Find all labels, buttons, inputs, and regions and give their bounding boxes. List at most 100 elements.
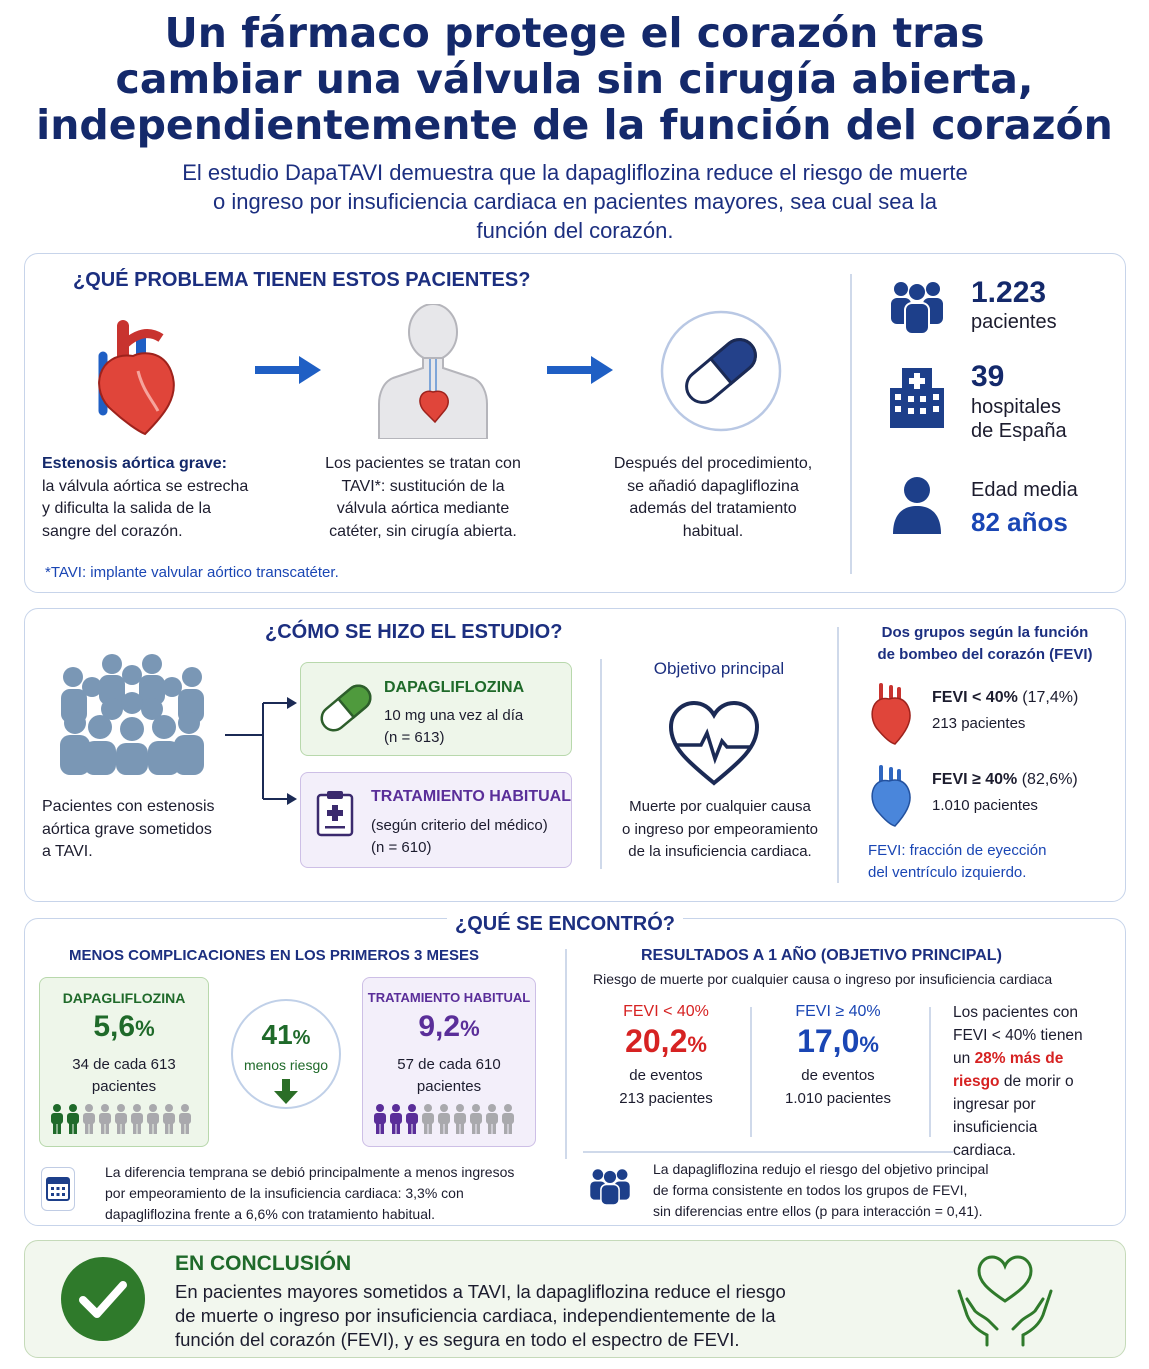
person-icon [438, 1104, 450, 1134]
year-high-col: FEVI ≥ 40% 17,0% de eventos 1.010 pacien… [755, 1003, 921, 1110]
person-icon [115, 1104, 127, 1134]
arrow-right-icon [255, 356, 321, 384]
person-highlighted-icon [51, 1104, 63, 1134]
objective-line: Muerte por cualquier causa [629, 798, 811, 815]
arm1-name: DAPAGLIFLOZINA [384, 679, 525, 696]
group2-label: FEVI ≥ 40% [932, 771, 1018, 788]
conclusion-line: función del corazón (FEVI), y es segura … [175, 1329, 740, 1350]
arm2-details: (según criterio del médico) (n = 610) [371, 815, 548, 859]
person-highlighted-icon [406, 1104, 418, 1134]
arrow-right-icon [547, 356, 613, 384]
consistency-note: La dapagliflozina redujo el riesgo del o… [653, 1159, 1093, 1222]
divider [565, 949, 567, 1159]
group2-label-row: FEVI ≥ 40% (82,6%) [932, 771, 1078, 789]
early-usual-value-row: 9,2% [363, 1010, 535, 1044]
conclusion-line: En pacientes mayores sometidos a TAVI, l… [175, 1281, 786, 1302]
page-title: Un fármaco protege el corazón tras cambi… [0, 10, 1149, 148]
usual-care-arm-box: TRATAMIENTO HABITUAL (según criterio del… [300, 772, 572, 868]
clipboard-icon [316, 791, 354, 837]
consistency-line: de forma consistente en todos los grupos… [653, 1182, 968, 1198]
arm2-n: (n = 610) [371, 839, 432, 856]
objective-text: Muerte por cualquier causa o ingreso por… [605, 796, 835, 864]
group1-label-row: FEVI < 40% (17,4%) [932, 689, 1078, 707]
reduction-value: 41 [261, 1019, 293, 1050]
blue-heart-icon [871, 765, 911, 827]
problem-step2-text: Los pacientes se tratan con TAVI*: susti… [295, 453, 551, 543]
early-dapa-value: 5,6 [93, 1010, 136, 1043]
conclusion-title: EN CONCLUSIÓN [175, 1252, 352, 1275]
step3-line: además del tratamiento [629, 500, 797, 517]
early-title: MENOS COMPLICACIONES EN LOS PRIMEROS 3 M… [69, 947, 480, 964]
early-dapa-unit: % [135, 1016, 155, 1041]
objective-line: de la insuficiencia cardiaca. [628, 843, 812, 860]
fevi-note: FEVI: fracción de eyección del ventrícul… [868, 840, 1046, 884]
person-icon [131, 1104, 143, 1134]
year-high-patients: 1.010 pacientes [785, 1090, 891, 1107]
study-title: ¿CÓMO SE HIZO EL ESTUDIO? [265, 621, 563, 643]
group2-patients: 1.010 pacientes [932, 797, 1038, 814]
side-note-line: cardiaca. [953, 1142, 1016, 1159]
arm2-name: TRATAMIENTO HABITUAL [371, 788, 571, 805]
year-high-label: FEVI ≥ 40% [795, 1003, 881, 1020]
people-group-icon [590, 1169, 630, 1205]
early-usual-name: TRATAMIENTO HABITUAL [367, 990, 531, 1005]
step2-line: catéter, sin cirugía abierta. [329, 522, 517, 540]
red-heart-icon [871, 683, 911, 745]
early-usual-box: TRATAMIENTO HABITUAL 9,2% 57 de cada 610… [362, 977, 536, 1147]
divider [600, 659, 602, 869]
side-note-line: riesgo de morir o [953, 1070, 1123, 1093]
early-dapa-count: 34 de cada 613 [72, 1056, 176, 1073]
fevi-note-line: FEVI: fracción de eyección [868, 842, 1047, 859]
groups-title-line: de bombeo del corazón (FEVI) [877, 646, 1093, 663]
year-title: RESULTADOS A 1 AÑO (OBJETIVO PRINCIPAL) [641, 947, 1002, 964]
year-low-unit: % [687, 1032, 707, 1057]
patient-body-icon [378, 304, 488, 439]
results-panel: ¿QUÉ SE ENCONTRÓ? MENOS COMPLICACIONES E… [24, 913, 1126, 1226]
group1-label: FEVI < 40% [932, 689, 1018, 706]
year-low-patients: 213 pacientes [619, 1090, 713, 1107]
title-line-2: cambiar una válvula sin cirugía abierta, [115, 55, 1034, 103]
person-icon [147, 1104, 159, 1134]
divider [750, 1007, 752, 1137]
early-dapa-box: DAPAGLIFLOZINA 5,6% 34 de cada 613 pacie… [39, 977, 209, 1147]
person-icon [502, 1104, 514, 1134]
calendar-icon-box [41, 1167, 75, 1211]
year-high-value: 17,0 [797, 1023, 860, 1059]
check-circle-icon [61, 1257, 145, 1341]
divider [850, 274, 852, 574]
population-text: Pacientes con estenosis aórtica grave so… [42, 796, 252, 864]
population-line: a TAVI. [42, 843, 93, 860]
page-subtitle: El estudio DapaTAVI demuestra que la dap… [110, 158, 1040, 245]
divider [929, 1007, 931, 1137]
reduction-label: menos riesgo [243, 1057, 329, 1073]
side-note-line: Los pacientes con [953, 1004, 1078, 1021]
stat-hospitals-label: hospitales de España [971, 395, 1067, 443]
side-note-line: insuficiencia [953, 1119, 1038, 1136]
step1-line: la válvula aórtica se estrecha [42, 477, 249, 495]
person-icon [454, 1104, 466, 1134]
early-dapa-value-row: 5,6% [40, 1010, 208, 1044]
person-icon [179, 1104, 191, 1134]
year-high-unit: % [859, 1032, 879, 1057]
conclusion-line: de muerte o ingreso por insuficiencia ca… [175, 1305, 776, 1326]
divider [583, 1151, 953, 1153]
step1-line: y dificulta la salida de la [42, 500, 211, 517]
hands-heart-icon [957, 1255, 1053, 1347]
problem-title: ¿QUÉ PROBLEMA TIENEN ESTOS PACIENTES? [73, 269, 531, 291]
consistency-line: sin diferencias entre ellos (p para inte… [653, 1203, 983, 1219]
step2-line: Los pacientes se tratan con [325, 455, 521, 472]
arm1-n: (n = 613) [384, 729, 445, 746]
patients-crowd-icon [60, 654, 204, 775]
problem-panel: ¿QUÉ PROBLEMA TIENEN ESTOS PACIENTES? Es [24, 253, 1126, 593]
early-dapa-details: 34 de cada 613 pacientes [40, 1054, 208, 1098]
early-note-line: por empeoramiento de la insuficiencia ca… [105, 1185, 464, 1201]
early-usual-count-unit: pacientes [416, 1078, 482, 1095]
early-dapa-people [50, 1104, 200, 1139]
study-panel: ¿CÓMO SE HIZO EL ESTUDIO? Pacientes con … [24, 608, 1126, 902]
early-usual-people [373, 1104, 527, 1139]
stat-hospitals-label-line: hospitales [971, 396, 1062, 418]
year-subtitle: Riesgo de muerte por cualquier causa o i… [593, 971, 1053, 987]
arm1-dose: 10 mg una vez al día [384, 707, 524, 724]
people-group-icon [891, 282, 943, 334]
arm1-details: 10 mg una vez al día (n = 613) [384, 705, 523, 749]
